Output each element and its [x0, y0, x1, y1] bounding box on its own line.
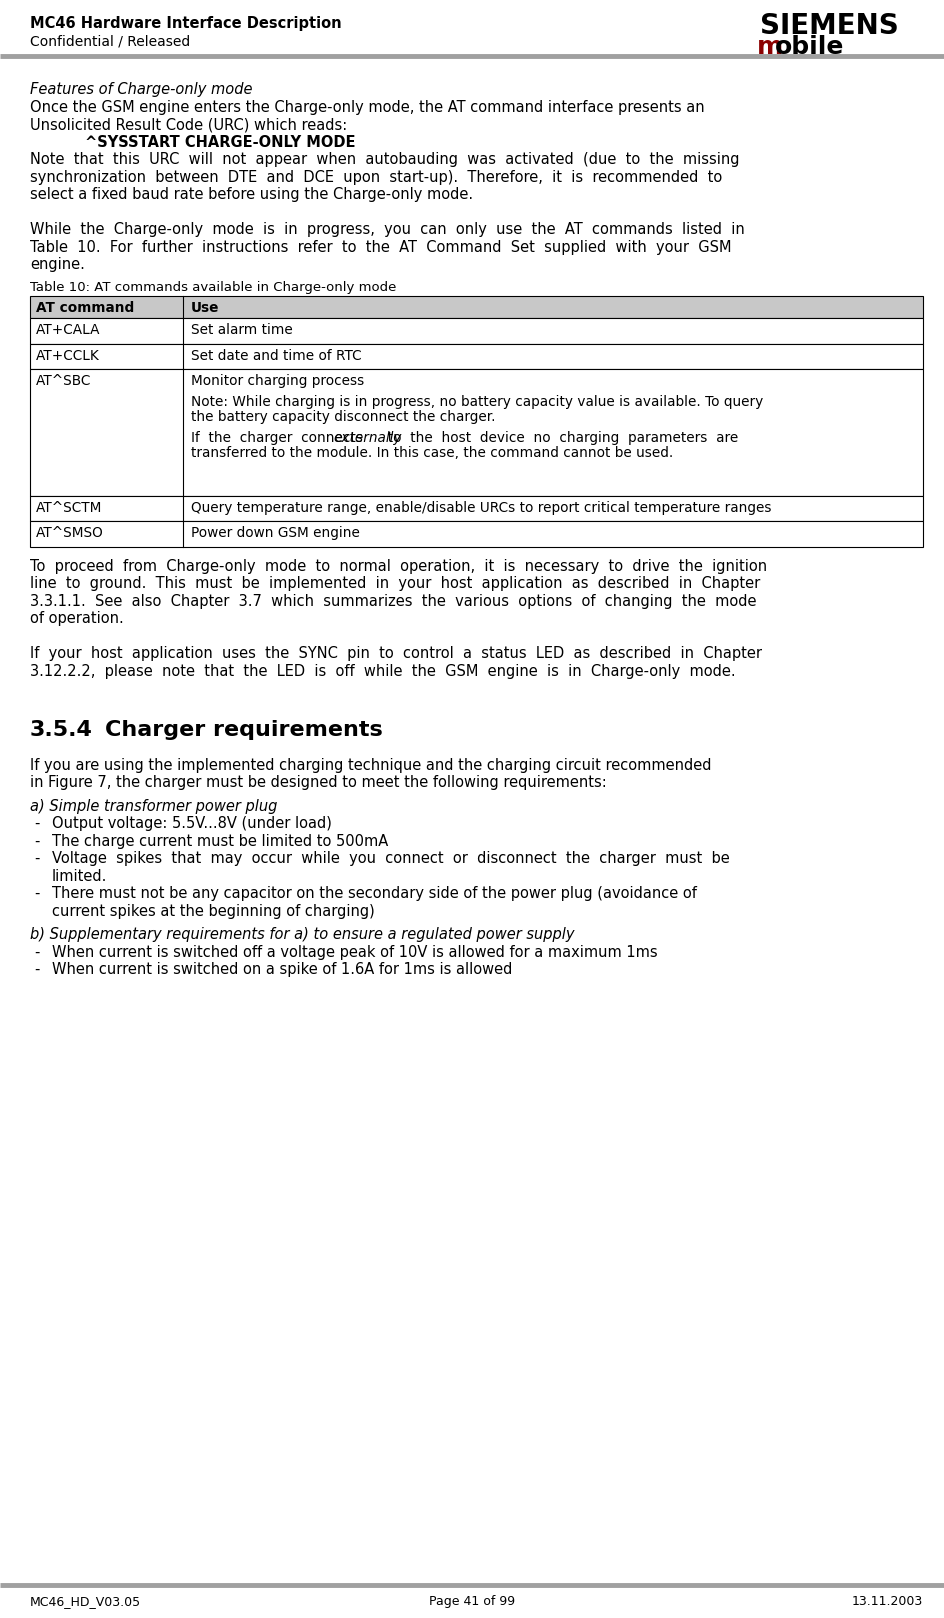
Text: select a fixed baud rate before using the Charge-only mode.: select a fixed baud rate before using th… — [30, 188, 473, 202]
Text: -: - — [34, 851, 40, 866]
Text: 3.12.2.2,  please  note  that  the  LED  is  off  while  the  GSM  engine  is  i: 3.12.2.2, please note that the LED is of… — [30, 663, 734, 678]
Text: Power down GSM engine: Power down GSM engine — [191, 526, 360, 540]
Text: If  the  charger  connects: If the charger connects — [191, 430, 371, 445]
Text: Set alarm time: Set alarm time — [191, 324, 293, 337]
Text: transferred to the module. In this case, the command cannot be used.: transferred to the module. In this case,… — [191, 447, 672, 460]
Text: Unsolicited Result Code (URC) which reads:: Unsolicited Result Code (URC) which read… — [30, 116, 346, 133]
Bar — [30, 495, 922, 521]
Bar — [30, 296, 922, 319]
Text: m: m — [756, 36, 783, 58]
Text: a) Simple transformer power plug: a) Simple transformer power plug — [30, 799, 278, 814]
Text: Features of Charge-only mode: Features of Charge-only mode — [30, 83, 252, 97]
Text: Query temperature range, enable/disable URCs to report critical temperature rang: Query temperature range, enable/disable … — [191, 500, 770, 515]
Text: To  proceed  from  Charge-only  mode  to  normal  operation,  it  is  necessary : To proceed from Charge-only mode to norm… — [30, 558, 767, 573]
Text: Once the GSM engine enters the Charge-only mode, the AT command interface presen: Once the GSM engine enters the Charge-on… — [30, 99, 704, 115]
Text: The charge current must be limited to 500mA: The charge current must be limited to 50… — [52, 833, 388, 848]
Text: synchronization  between  DTE  and  DCE  upon  start-up).  Therefore,  it  is  r: synchronization between DTE and DCE upon… — [30, 170, 721, 184]
Text: externally: externally — [333, 430, 402, 445]
Text: While  the  Charge-only  mode  is  in  progress,  you  can  only  use  the  AT  : While the Charge-only mode is in progres… — [30, 222, 744, 236]
Text: -: - — [34, 887, 40, 901]
Text: When current is switched on a spike of 1.6A for 1ms is allowed: When current is switched on a spike of 1… — [52, 963, 512, 977]
Text: -: - — [34, 815, 40, 832]
Text: AT^SCTM: AT^SCTM — [36, 500, 102, 515]
Text: Table  10.  For  further  instructions  refer  to  the  AT  Command  Set  suppli: Table 10. For further instructions refer… — [30, 239, 731, 254]
Bar — [30, 343, 922, 369]
Text: Confidential / Released: Confidential / Released — [30, 34, 190, 49]
Text: Use: Use — [191, 301, 219, 316]
Text: engine.: engine. — [30, 257, 85, 272]
Text: AT^SMSO: AT^SMSO — [36, 526, 104, 540]
Text: limited.: limited. — [52, 869, 108, 883]
Text: Voltage  spikes  that  may  occur  while  you  connect  or  disconnect  the  cha: Voltage spikes that may occur while you … — [52, 851, 729, 866]
Text: in Figure 7, the charger must be designed to meet the following requirements:: in Figure 7, the charger must be designe… — [30, 775, 606, 790]
Text: There must not be any capacitor on the secondary side of the power plug (avoidan: There must not be any capacitor on the s… — [52, 887, 696, 901]
Text: AT^SBC: AT^SBC — [36, 374, 92, 388]
Text: Set date and time of RTC: Set date and time of RTC — [191, 348, 362, 362]
Text: obile: obile — [774, 36, 844, 58]
Text: ^SYSSTART CHARGE-ONLY MODE: ^SYSSTART CHARGE-ONLY MODE — [85, 134, 355, 149]
Text: AT command: AT command — [36, 301, 134, 316]
Text: -: - — [34, 833, 40, 848]
Text: of operation.: of operation. — [30, 612, 124, 626]
Text: Monitor charging process: Monitor charging process — [191, 374, 363, 388]
Bar — [30, 319, 922, 343]
Text: Table 10: AT commands available in Charge-only mode: Table 10: AT commands available in Charg… — [30, 280, 396, 293]
Text: When current is switched off a voltage peak of 10V is allowed for a maximum 1ms: When current is switched off a voltage p… — [52, 945, 657, 959]
Text: the battery capacity disconnect the charger.: the battery capacity disconnect the char… — [191, 409, 495, 424]
Text: line  to  ground.  This  must  be  implemented  in  your  host  application  as : line to ground. This must be implemented… — [30, 576, 759, 591]
Text: 3.5.4: 3.5.4 — [30, 720, 93, 739]
Text: If you are using the implemented charging technique and the charging circuit rec: If you are using the implemented chargin… — [30, 757, 711, 772]
Text: to  the  host  device  no  charging  parameters  are: to the host device no charging parameter… — [379, 430, 737, 445]
Text: Note  that  this  URC  will  not  appear  when  autobauding  was  activated  (du: Note that this URC will not appear when … — [30, 152, 739, 167]
Text: AT+CALA: AT+CALA — [36, 324, 100, 337]
Text: AT+CCLK: AT+CCLK — [36, 348, 100, 362]
Bar — [30, 369, 922, 495]
Text: b) Supplementary requirements for a) to ensure a regulated power supply: b) Supplementary requirements for a) to … — [30, 927, 574, 942]
Text: 3.3.1.1.  See  also  Chapter  3.7  which  summarizes  the  various  options  of : 3.3.1.1. See also Chapter 3.7 which summ… — [30, 594, 756, 608]
Text: current spikes at the beginning of charging): current spikes at the beginning of charg… — [52, 903, 375, 919]
Text: -: - — [34, 963, 40, 977]
Text: MC46_HD_V03.05: MC46_HD_V03.05 — [30, 1595, 141, 1608]
Text: If  your  host  application  uses  the  SYNC  pin  to  control  a  status  LED  : If your host application uses the SYNC p… — [30, 646, 761, 662]
Text: -: - — [34, 945, 40, 959]
Text: 13.11.2003: 13.11.2003 — [851, 1595, 922, 1608]
Text: Page 41 of 99: Page 41 of 99 — [429, 1595, 514, 1608]
Text: Note: While charging is in progress, no battery capacity value is available. To : Note: While charging is in progress, no … — [191, 395, 763, 408]
Text: Output voltage: 5.5V...8V (under load): Output voltage: 5.5V...8V (under load) — [52, 815, 331, 832]
Text: Charger requirements: Charger requirements — [105, 720, 382, 739]
Bar — [30, 521, 922, 547]
Text: SIEMENS: SIEMENS — [759, 11, 898, 40]
Text: MC46 Hardware Interface Description: MC46 Hardware Interface Description — [30, 16, 342, 31]
